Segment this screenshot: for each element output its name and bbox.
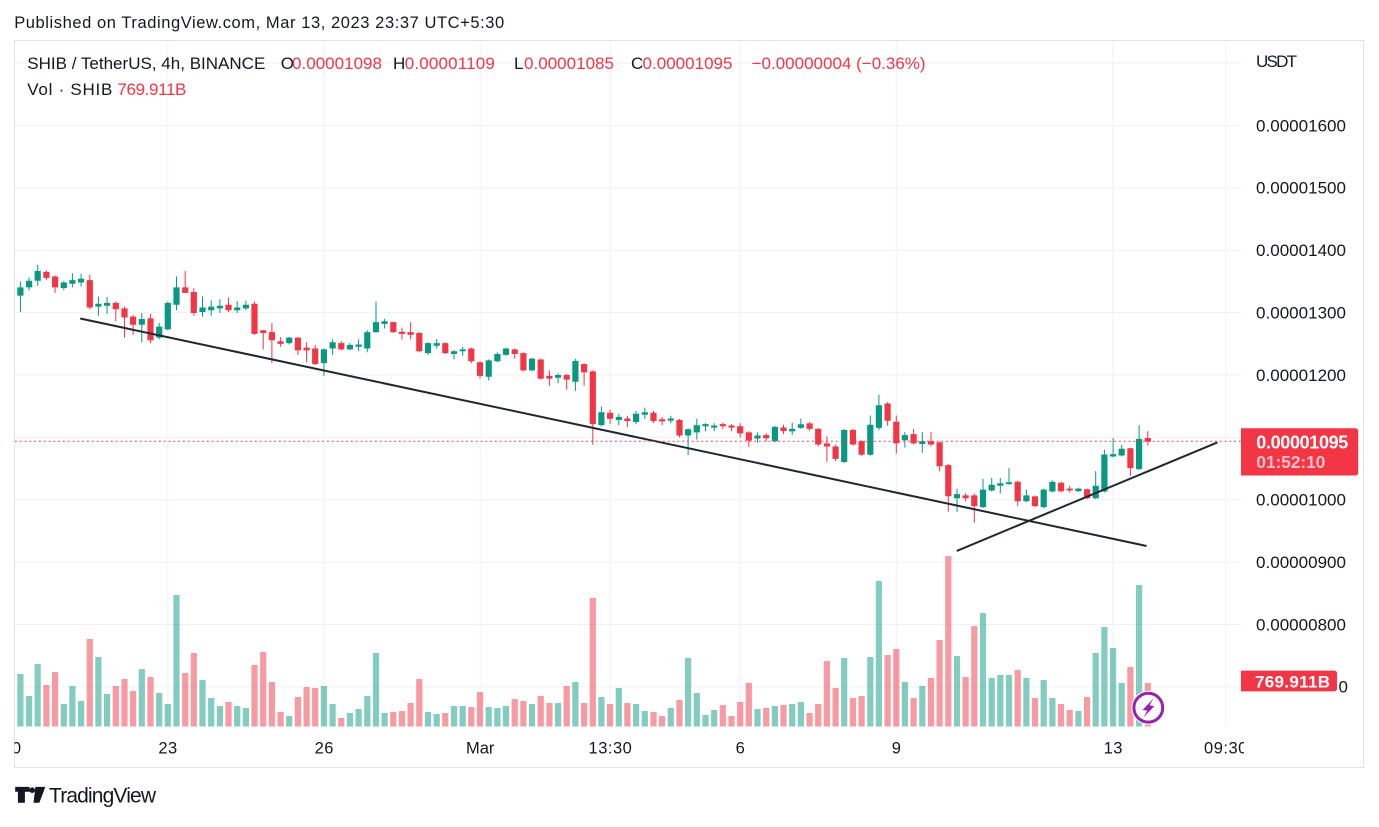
svg-text:0.00001098: 0.00001098	[292, 54, 382, 73]
svg-text:0.00001095: 0.00001095	[643, 54, 733, 73]
svg-text:0.00001600: 0.00001600	[1256, 116, 1346, 135]
svg-text:−0.00000004 (−0.36%): −0.00000004 (−0.36%)	[752, 54, 926, 73]
svg-text:C: C	[631, 54, 643, 73]
svg-text:Mar: Mar	[466, 740, 495, 758]
svg-text:0.00001000: 0.00001000	[1256, 491, 1346, 510]
svg-text:01:52:10: 01:52:10	[1256, 452, 1325, 472]
svg-text:23: 23	[158, 740, 177, 758]
svg-text:26: 26	[315, 740, 334, 758]
svg-text:6: 6	[736, 740, 745, 758]
svg-text:20: 20	[2, 740, 21, 758]
svg-text:Vol · SHIB: Vol · SHIB	[27, 80, 112, 99]
svg-text:Published on TradingView.com,: Published on TradingView.com, Mar 13, 20…	[14, 14, 504, 32]
svg-text:0: 0	[1339, 678, 1348, 697]
svg-text:0.00001300: 0.00001300	[1256, 303, 1346, 322]
svg-text:0.00001109: 0.00001109	[405, 54, 495, 73]
svg-text:13:30: 13:30	[589, 740, 632, 758]
svg-text:SHIB / TetherUS, 4h, BINANCE: SHIB / TetherUS, 4h, BINANCE	[27, 54, 265, 73]
svg-text:0.00000900: 0.00000900	[1256, 553, 1346, 572]
svg-text:TradingView: TradingView	[49, 784, 157, 807]
svg-text:13: 13	[1104, 740, 1123, 758]
svg-text:L: L	[514, 54, 523, 73]
svg-text:0.00001085: 0.00001085	[524, 54, 614, 73]
svg-text:769.911B: 769.911B	[117, 80, 186, 99]
svg-text:09:30: 09:30	[1204, 740, 1247, 758]
svg-text:USDT: USDT	[1256, 52, 1297, 71]
svg-text:O: O	[281, 54, 294, 73]
svg-text:0.00001200: 0.00001200	[1256, 366, 1346, 385]
svg-text:0.00001500: 0.00001500	[1256, 179, 1346, 198]
svg-text:0.00001400: 0.00001400	[1256, 241, 1346, 260]
svg-text:9: 9	[892, 740, 901, 758]
svg-text:769.911B: 769.911B	[1255, 672, 1330, 691]
svg-text:0.00001095: 0.00001095	[1256, 433, 1348, 453]
svg-text:0.00000800: 0.00000800	[1256, 615, 1346, 634]
svg-text:H: H	[393, 54, 405, 73]
